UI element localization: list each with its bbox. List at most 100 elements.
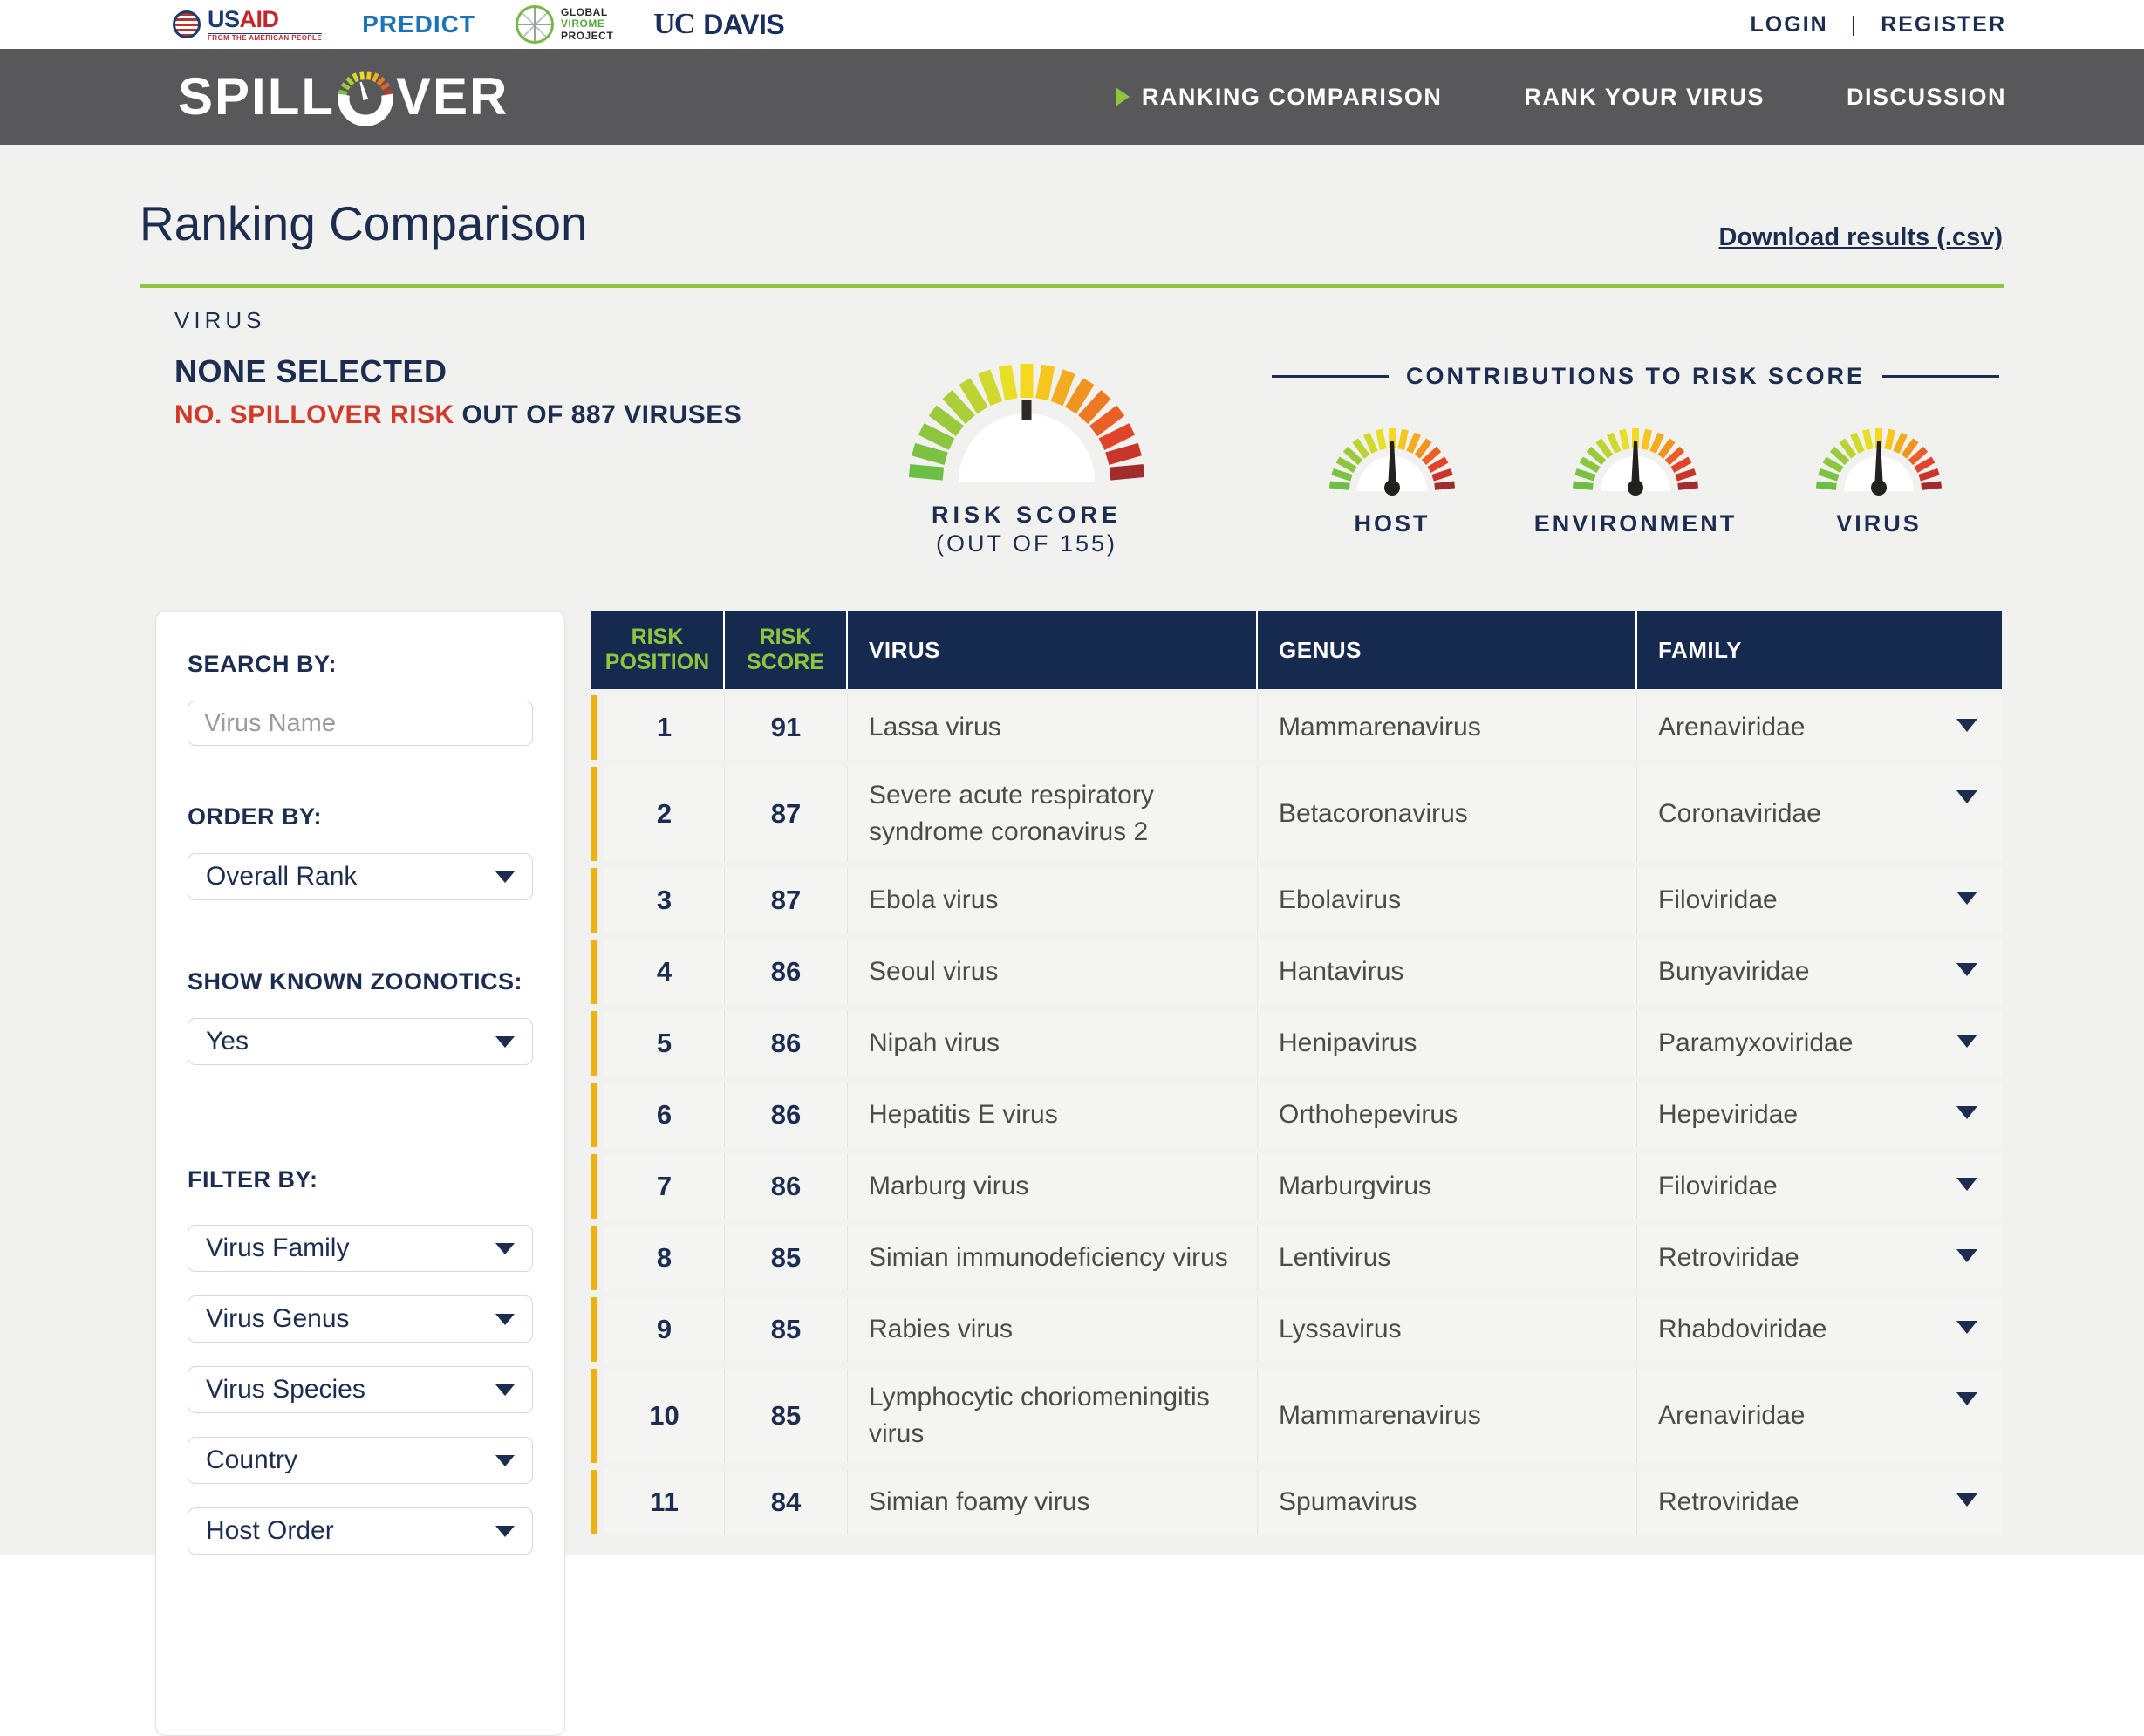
risk-accent-bar — [591, 1011, 597, 1076]
globe-icon — [516, 5, 554, 44]
risk-position-cell: 1 — [604, 695, 725, 760]
table-row[interactable]: 7 86 Marburg virus Marburgvirus Filoviridae — [591, 1154, 2002, 1219]
virus-cell: Severe acute respiratory syndrome corona… — [848, 767, 1258, 861]
family-cell: Retroviridae — [1637, 1226, 2002, 1290]
genus-cell: Spumavirus — [1258, 1470, 1637, 1534]
genus-cell: Orthohepevirus — [1258, 1083, 1637, 1147]
auth-separator: | — [1850, 11, 1859, 37]
family-cell: Filoviridae — [1637, 868, 2002, 933]
nav-item-rank-your-virus[interactable]: RANK YOUR VIRUS — [1524, 83, 1765, 110]
risk-accent-bar — [591, 767, 597, 861]
virus-cell: Lassa virus — [848, 695, 1258, 760]
virus-selection-panel: VIRUS NONE SELECTED NO. SPILLOVER RISK O… — [174, 307, 741, 430]
risk-position-cell: 6 — [604, 1083, 725, 1147]
expand-row-caret-icon[interactable] — [1956, 892, 1977, 905]
table-row[interactable]: 8 85 Simian immunodeficiency virus Lentivir… — [591, 1226, 2002, 1290]
risk-score-gauge-sublabel: (OUT OF 155) — [935, 530, 1118, 557]
risk-position-cell: 8 — [604, 1226, 725, 1290]
genus-cell: Henipavirus — [1258, 1011, 1637, 1076]
family-cell: Hepeviridae — [1637, 1083, 2002, 1147]
usaid-logo[interactable]: USAID FROM THE AMERICAN PEOPLE — [173, 7, 323, 42]
risk-score-cell: 87 — [725, 767, 848, 861]
download-csv-link[interactable]: Download results (.csv) — [1718, 223, 2003, 251]
filter-select-host-order[interactable]: Host Order — [188, 1507, 533, 1555]
risk-score-cell: 86 — [725, 940, 848, 1004]
family-cell: Coronaviridae — [1637, 767, 2002, 861]
genus-cell: Betacoronavirus — [1258, 767, 1637, 861]
risk-accent-bar — [591, 1369, 597, 1463]
top-bar: USAID FROM THE AMERICAN PEOPLE PREDICT G… — [0, 0, 2144, 49]
family-cell: Paramyxoviridae — [1637, 1011, 2002, 1076]
filter-select-country[interactable]: Country — [188, 1437, 533, 1484]
mini-gauge-virus: VIRUS — [1758, 425, 1999, 537]
column-header-risk-position: RISK POSITION — [591, 611, 725, 689]
mini-gauge-host: HOST — [1272, 425, 1512, 537]
filter-by-label: FILTER BY: — [188, 1166, 318, 1193]
virus-cell: Simian foamy virus — [848, 1470, 1258, 1534]
virus-name-input[interactable] — [188, 701, 533, 746]
ucdavis-logo[interactable]: UC DAVIS — [653, 8, 785, 40]
genus-cell: Hantavirus — [1258, 940, 1637, 1004]
login-link[interactable]: LOGIN — [1750, 11, 1828, 37]
risk-position-cell: 4 — [604, 940, 725, 1004]
table-row[interactable]: 1 91 Lassa virus Mammarenavirus Arenaviridae — [591, 695, 2002, 760]
table-row[interactable]: 10 85 Lymphocytic choriomeningitis virus Ma… — [591, 1369, 2002, 1463]
chevron-down-icon — [495, 1525, 515, 1537]
table-row[interactable]: 5 86 Nipah virus Henipavirus Paramyxoviridae — [591, 1011, 2002, 1076]
global-virome-project-logo[interactable]: GLOBAL VIROME PROJECT — [516, 5, 613, 44]
risk-score-cell: 85 — [725, 1226, 848, 1290]
virus-cell: Nipah virus — [848, 1011, 1258, 1076]
zoonotics-select[interactable]: Yes — [188, 1018, 533, 1065]
filter-select-virus-species[interactable]: Virus Species — [188, 1366, 533, 1413]
risk-position-cell: 3 — [604, 868, 725, 933]
order-by-label: ORDER BY: — [188, 803, 323, 830]
virus-gauge-icon — [1815, 428, 1943, 496]
risk-score-cell: 91 — [725, 695, 848, 760]
virus-cell: Ebola virus — [848, 868, 1258, 933]
contributions-panel: CONTRIBUTIONS TO RISK SCORE HOST ENVIRONM… — [1272, 363, 1999, 537]
filter-select-virus-family[interactable]: Virus Family — [188, 1225, 533, 1272]
predict-logo[interactable]: PREDICT — [362, 10, 475, 38]
expand-row-caret-icon[interactable] — [1956, 1321, 1977, 1334]
risk-score-cell: 85 — [725, 1369, 848, 1463]
column-header-virus: VIRUS — [848, 611, 1258, 689]
expand-row-caret-icon[interactable] — [1956, 1493, 1977, 1507]
risk-score-gauge-label: RISK SCORE — [931, 502, 1123, 528]
mini-gauge-label: HOST — [1354, 510, 1430, 537]
main-nav: SPILL VER RANKING COMPARISON RANK YOUR VI… — [0, 49, 2144, 145]
expand-row-caret-icon[interactable] — [1956, 1106, 1977, 1119]
expand-row-caret-icon[interactable] — [1956, 790, 1977, 803]
table-row[interactable]: 9 85 Rabies virus Lyssavirus Rhabdoviridae — [591, 1297, 2002, 1362]
page-title: Ranking Comparison — [140, 196, 588, 250]
expand-row-caret-icon[interactable] — [1956, 1392, 1977, 1405]
mini-gauge-label: VIRUS — [1836, 510, 1922, 537]
gauge-o-icon — [338, 71, 393, 126]
nav-item-discussion[interactable]: DISCUSSION — [1846, 83, 2006, 110]
table-row[interactable]: 4 86 Seoul virus Hantavirus Bunyaviridae — [591, 940, 2002, 1004]
register-link[interactable]: REGISTER — [1881, 11, 2006, 37]
nav-item-ranking-comparison[interactable]: RANKING COMPARISON — [1115, 84, 1443, 111]
auth-links: LOGIN | REGISTER — [1751, 0, 2006, 49]
expand-row-caret-icon[interactable] — [1956, 963, 1977, 976]
order-by-select[interactable]: Overall Rank — [188, 853, 533, 900]
family-cell: Filoviridae — [1637, 1154, 2002, 1219]
family-cell: Rhabdoviridae — [1637, 1297, 2002, 1362]
table-row[interactable]: 6 86 Hepatitis E virus Orthohepevirus Hepevi… — [591, 1083, 2002, 1147]
chevron-down-icon — [495, 1454, 515, 1466]
expand-row-caret-icon[interactable] — [1956, 1035, 1977, 1048]
virus-selected-value: NONE SELECTED — [174, 353, 447, 389]
risk-accent-bar — [591, 1226, 597, 1290]
filter-select-virus-genus[interactable]: Virus Genus — [188, 1295, 533, 1343]
expand-row-caret-icon[interactable] — [1956, 1249, 1977, 1262]
table-row[interactable]: 2 87 Severe acute respiratory syndrome cor… — [591, 767, 2002, 861]
expand-row-caret-icon[interactable] — [1956, 1178, 1977, 1191]
chevron-down-icon — [495, 1242, 515, 1254]
table-row[interactable]: 11 84 Simian foamy virus Spumavirus Retrovir… — [591, 1470, 2002, 1534]
table-row[interactable]: 3 87 Ebola virus Ebolavirus Filoviridae — [591, 868, 2002, 933]
column-header-genus: GENUS — [1258, 611, 1637, 689]
genus-cell: Ebolavirus — [1258, 868, 1637, 933]
table-body: 1 91 Lassa virus Mammarenavirus Arenaviridae… — [591, 695, 2002, 1534]
spillover-logo[interactable]: SPILL VER — [178, 67, 509, 126]
expand-row-caret-icon[interactable] — [1956, 719, 1977, 732]
risk-score-cell: 84 — [725, 1470, 848, 1534]
